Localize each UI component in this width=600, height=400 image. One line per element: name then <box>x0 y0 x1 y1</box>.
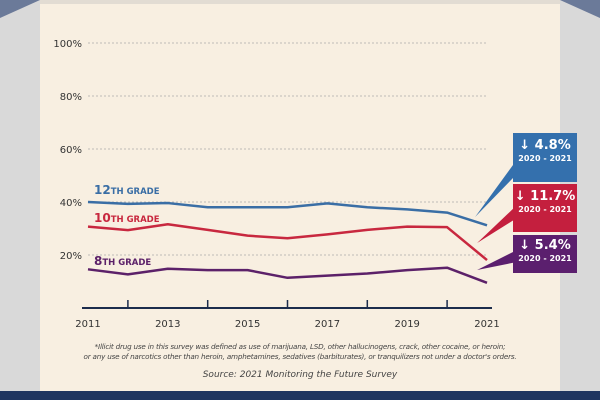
y-tick-label: 80% <box>60 92 82 103</box>
x-tick-label: 2021 <box>474 319 499 330</box>
callout-10th-grade: ↓ 11.7% 2020 - 2021 <box>513 184 577 232</box>
chart-panel <box>40 0 560 391</box>
series-line <box>87 266 488 284</box>
callout-period: 2020 - 2021 <box>518 205 572 214</box>
source-note: Source: 2021 Monitoring the Future Surve… <box>202 370 398 380</box>
x-tick-label: 2019 <box>394 319 419 330</box>
callout-change: ↓ 11.7% <box>514 189 576 204</box>
y-tick-label: 60% <box>60 145 82 156</box>
footnote: *Illicit drug use in this survey was def… <box>40 342 560 362</box>
x-tick-label: 2015 <box>235 319 260 330</box>
callout-pointer <box>477 205 517 243</box>
x-tick-label: 2013 <box>155 319 180 330</box>
series-label: 8TH GRADE <box>94 254 151 268</box>
callout-change: ↓ 4.8% <box>519 138 571 153</box>
y-tick-label: 100% <box>53 39 82 50</box>
y-tick-label: 20% <box>60 251 82 262</box>
callout-12th-grade: ↓ 4.8% 2020 - 2021 <box>513 133 577 182</box>
x-tick-label: 2017 <box>315 319 340 330</box>
callout-change: ↓ 5.4% <box>519 238 571 253</box>
callout-period: 2020 - 2021 <box>518 254 572 263</box>
series-line <box>87 223 488 261</box>
footnote-line-1: *Illicit drug use in this survey was def… <box>94 342 506 351</box>
callout-pointer <box>475 165 513 217</box>
callout-8th-grade: ↓ 5.4% 2020 - 2021 <box>513 235 577 273</box>
series-label: 12TH GRADE <box>94 183 160 197</box>
panel-top-strip <box>40 0 560 4</box>
decor-corner-right <box>560 0 600 18</box>
callout-pointer <box>477 250 517 270</box>
footer-bar <box>0 391 600 400</box>
decor-corner-left <box>0 0 40 18</box>
y-tick-label: 40% <box>60 198 82 209</box>
callout-period: 2020 - 2021 <box>518 154 572 163</box>
series-label: 10TH GRADE <box>94 211 160 225</box>
footnote-line-2: or any use of narcotics other than heroi… <box>83 352 517 361</box>
x-tick-label: 2011 <box>75 319 100 330</box>
